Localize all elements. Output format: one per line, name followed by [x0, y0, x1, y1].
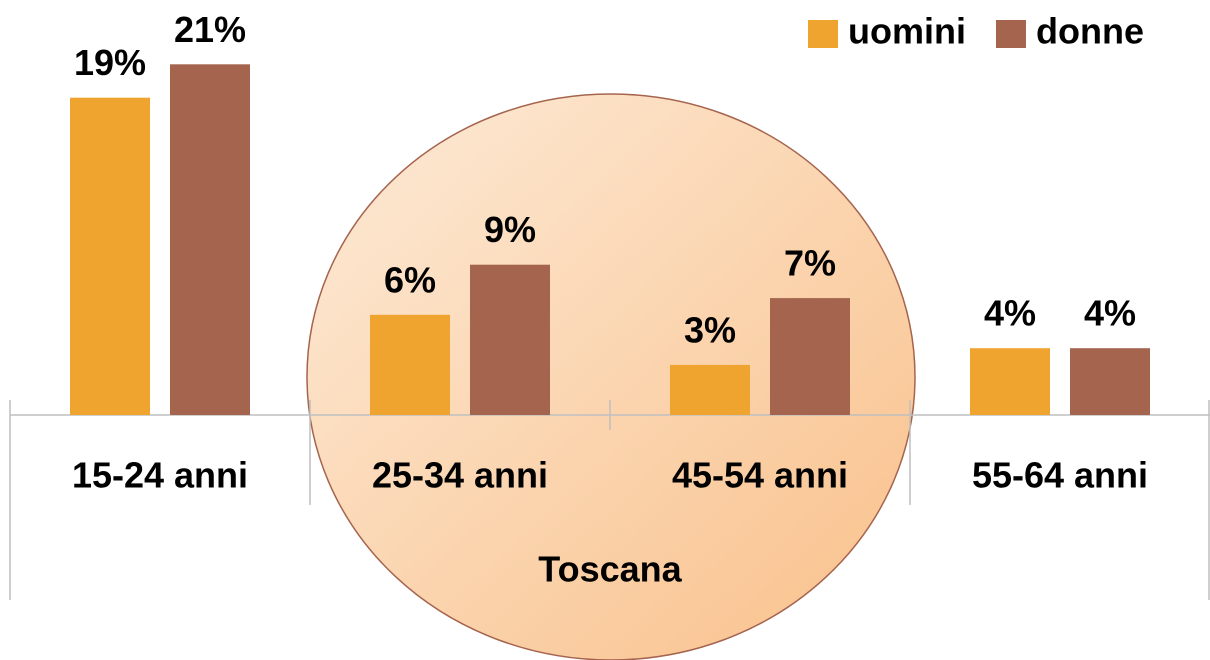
bar [370, 314, 450, 415]
data-label: 3% [684, 309, 736, 350]
data-label: 9% [484, 209, 536, 250]
x-tick-label: 25-34 anni [372, 455, 548, 496]
highlight-circle [306, 93, 916, 660]
data-label: 19% [74, 42, 146, 83]
bar [470, 264, 550, 415]
group-label: Toscana [538, 549, 682, 590]
bar [70, 97, 150, 415]
legend-swatch [808, 20, 838, 48]
bar [1070, 348, 1150, 415]
x-tick-label: 55-64 anni [972, 455, 1148, 496]
data-label: 21% [174, 9, 246, 50]
legend-swatch [995, 20, 1026, 48]
data-label: 6% [384, 259, 436, 300]
bar [970, 348, 1050, 415]
data-label: 7% [784, 243, 836, 284]
data-label: 4% [1084, 293, 1136, 334]
bar [770, 298, 850, 415]
legend-label: uomini [848, 11, 966, 52]
legend-label: donne [1036, 11, 1144, 52]
x-tick-label: 15-24 anni [72, 455, 248, 496]
x-tick-label: 45-54 anni [672, 455, 848, 496]
bar [670, 364, 750, 415]
bar [170, 64, 250, 416]
data-label: 4% [984, 293, 1036, 334]
